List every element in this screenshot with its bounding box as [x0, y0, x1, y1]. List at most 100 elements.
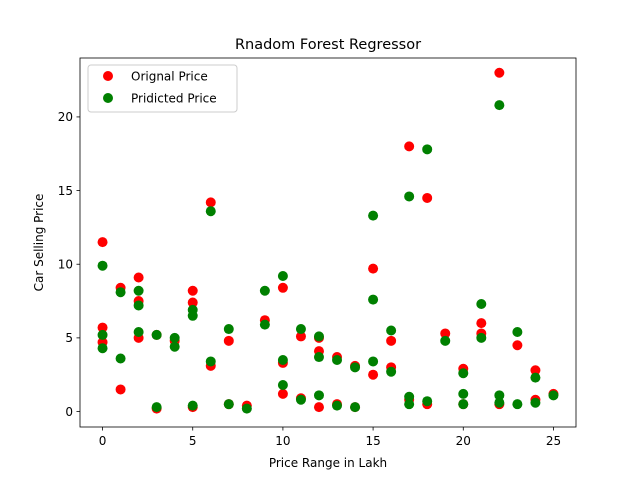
predicted-price-point-39	[404, 191, 415, 202]
predicted-price-point-3	[115, 287, 126, 298]
x-tick-label: 20	[456, 434, 471, 448]
chart-title: Rnadom Forest Regressor	[235, 37, 421, 53]
predicted-price-point-32	[350, 362, 361, 373]
y-tick-label: 5	[65, 331, 73, 345]
predicted-price-point-2	[97, 343, 108, 354]
original-price-point-45	[494, 67, 505, 78]
predicted-price-point-20	[259, 285, 270, 296]
legend-label-predicted: Pridicted Price	[131, 92, 217, 106]
original-price-point-43	[476, 318, 487, 329]
predicted-price-point-41	[404, 399, 415, 410]
legend-label-original: Orignal Price	[131, 70, 208, 84]
predicted-price-point-7	[133, 326, 144, 337]
predicted-price-point-37	[386, 325, 397, 336]
data-points	[97, 67, 559, 414]
predicted-price-point-56	[530, 397, 541, 408]
predicted-price-point-30	[332, 354, 343, 365]
predicted-price-point-53	[512, 326, 523, 337]
predicted-price-point-5	[133, 285, 144, 296]
predicted-price-point-23	[277, 354, 288, 365]
predicted-price-point-4	[115, 353, 126, 364]
original-price-point-38	[422, 192, 433, 203]
predicted-price-point-29	[313, 390, 324, 401]
predicted-price-point-1	[97, 329, 108, 340]
predicted-price-point-8	[151, 329, 162, 340]
predicted-price-point-42	[422, 144, 433, 155]
predicted-price-point-49	[476, 332, 487, 343]
predicted-price-point-45	[458, 368, 469, 379]
y-tick-label: 0	[65, 405, 73, 419]
predicted-price-point-21	[259, 319, 270, 330]
x-axis-ticks: 0 5 10 15 20 25	[99, 427, 561, 448]
original-price-point-5	[133, 272, 144, 283]
predicted-price-point-43	[422, 396, 433, 407]
x-tick-label: 5	[189, 434, 197, 448]
original-price-point-48	[530, 365, 541, 376]
original-price-point-20	[277, 282, 288, 293]
original-price-point-34	[386, 335, 397, 346]
predicted-price-point-28	[313, 352, 324, 363]
original-price-point-1	[97, 322, 108, 333]
predicted-price-point-24	[277, 380, 288, 391]
predicted-price-point-54	[512, 399, 523, 410]
predicted-price-point-38	[386, 366, 397, 377]
predicted-price-point-16	[205, 356, 216, 367]
x-tick-label: 10	[275, 434, 290, 448]
predicted-price-point-55	[530, 372, 541, 383]
x-tick-label: 0	[99, 434, 107, 448]
predicted-price-point-11	[169, 341, 180, 352]
original-price-point-33	[368, 369, 379, 380]
original-price-point-27	[313, 402, 324, 413]
predicted-price-point-9	[151, 402, 162, 413]
predicted-price-point-26	[295, 394, 306, 405]
y-tick-label: 15	[58, 184, 73, 198]
legend-marker-predicted	[103, 93, 113, 103]
x-tick-label: 15	[365, 434, 380, 448]
original-price-point-11	[187, 285, 198, 296]
y-tick-label: 10	[58, 258, 73, 272]
predicted-price-point-33	[350, 402, 361, 413]
predicted-price-point-22	[277, 271, 288, 282]
original-price-point-0	[97, 237, 108, 248]
plot-area	[80, 58, 576, 427]
legend-marker-original	[103, 71, 113, 81]
predicted-price-point-50	[494, 100, 505, 111]
original-price-point-16	[223, 335, 234, 346]
predicted-price-point-52	[494, 397, 505, 408]
x-tick-label: 25	[546, 434, 561, 448]
predicted-price-point-57	[548, 390, 559, 401]
predicted-price-point-15	[205, 206, 216, 217]
predicted-price-point-48	[476, 299, 487, 309]
predicted-price-point-25	[295, 324, 306, 335]
predicted-price-point-17	[223, 324, 234, 335]
original-price-point-47	[512, 340, 523, 351]
y-tick-label: 20	[58, 110, 73, 124]
original-price-point-14	[205, 197, 216, 208]
predicted-price-point-35	[368, 294, 379, 305]
predicted-price-point-10	[169, 332, 180, 343]
predicted-price-point-14	[187, 400, 198, 411]
predicted-price-point-31	[332, 400, 343, 411]
predicted-price-point-51	[494, 390, 505, 401]
original-price-point-22	[277, 388, 288, 399]
original-price-point-40	[440, 328, 451, 339]
predicted-price-point-13	[187, 310, 198, 321]
plot-frame	[79, 57, 577, 428]
y-axis-label: Car Selling Price	[32, 194, 46, 292]
predicted-price-point-19	[241, 403, 252, 414]
predicted-price-point-34	[368, 210, 379, 221]
predicted-price-point-6	[133, 300, 144, 311]
predicted-price-point-44	[440, 335, 451, 346]
original-price-point-4	[115, 384, 126, 395]
predicted-price-point-27	[313, 331, 324, 342]
original-price-point-23	[295, 331, 306, 342]
x-axis-label: Price Range in Lakh	[269, 456, 387, 470]
legend: Orignal Price Pridicted Price	[87, 64, 238, 113]
original-price-point-12	[187, 297, 198, 308]
original-price-point-36	[404, 141, 415, 152]
predicted-price-point-18	[223, 399, 234, 410]
y-axis-ticks: 0 5 10 15 20	[58, 110, 80, 419]
original-price-point-32	[368, 263, 379, 274]
legend-box	[87, 64, 238, 113]
